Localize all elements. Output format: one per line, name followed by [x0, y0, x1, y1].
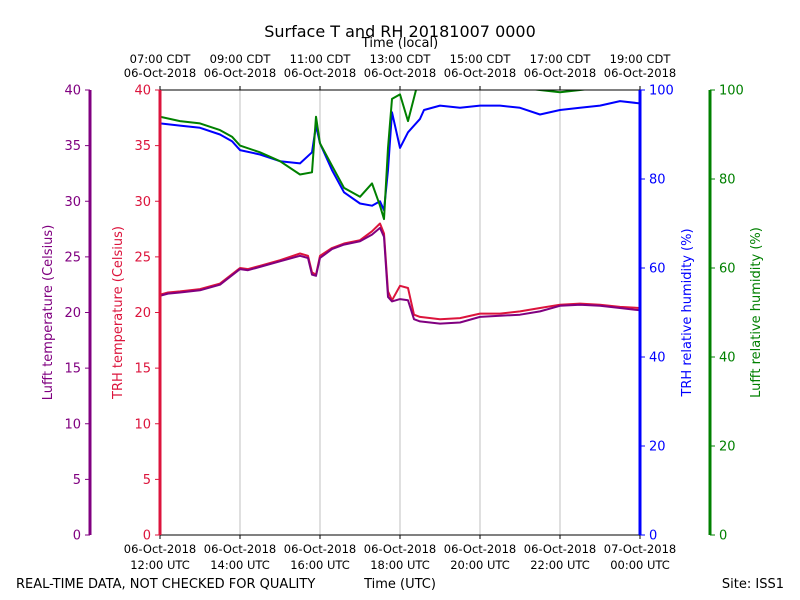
y-axis-trh-humidity-tick-label: 0: [649, 529, 657, 544]
x-tick-label-local-date: 06-Oct-2018: [364, 66, 436, 80]
y-axis-lufft-humidity-tick-label: 60: [719, 262, 736, 277]
x-tick-label-utc-time: 20:00 UTC: [450, 558, 510, 572]
y-axis-trh-humidity-tick-label: 80: [649, 173, 666, 188]
y-axis-lufft-humidity-label: Lufft relative humidity (%): [749, 227, 764, 398]
x-tick-label-utc-date: 06-Oct-2018: [284, 542, 356, 556]
y-axis-lufft-humidity-tick-label: 80: [719, 173, 736, 188]
y-axis-trh-humidity-tick-label: 40: [649, 351, 666, 366]
y-axis-lufft-humidity-tick-label: 0: [719, 529, 727, 544]
y-axis-trh-temperature-tick-label: 40: [134, 84, 151, 99]
x-tick-label-local-date: 06-Oct-2018: [604, 66, 676, 80]
x-tick-label-local-date: 06-Oct-2018: [284, 66, 356, 80]
y-axis-trh-humidity-tick-label: 100: [649, 84, 674, 99]
y-axis-trh-temperature-tick-label: 10: [134, 417, 151, 432]
y-axis-lufft-temperature-tick-label: 15: [64, 362, 81, 377]
y-axis-trh-humidity-label: TRH relative humidity (%): [680, 228, 695, 397]
chart-title: Surface T and RH 20181007 0000: [264, 22, 536, 41]
x-tick-label-utc-date: 06-Oct-2018: [444, 542, 516, 556]
y-axis-trh-temperature-label: TRH temperature (Celsius): [111, 226, 126, 400]
x-tick-label-local-time: 09:00 CDT: [210, 52, 272, 66]
x-tick-label-utc-time: 12:00 UTC: [130, 558, 190, 572]
y-axis-lufft-temperature-tick-label: 35: [64, 139, 81, 154]
y-axis-trh-temperature-tick-label: 30: [134, 195, 151, 210]
x-tick-label-utc-time: 22:00 UTC: [530, 558, 590, 572]
x-tick-label-utc-date: 06-Oct-2018: [364, 542, 436, 556]
footer-quality-note: REAL-TIME DATA, NOT CHECKED FOR QUALITY: [16, 577, 315, 592]
y-axis-lufft-temperature-tick-label: 25: [64, 250, 81, 265]
x-tick-label-local-time: 17:00 CDT: [530, 52, 592, 66]
y-axis-lufft-temperature-tick-label: 20: [64, 306, 81, 321]
series-line-lufft-temperature: [160, 226, 640, 325]
x-tick-label-local-date: 06-Oct-2018: [524, 66, 596, 80]
series-line-trh-temperature: [160, 222, 640, 321]
y-axis-trh-humidity-tick-label: 20: [649, 440, 666, 455]
y-axis-trh-temperature-tick-label: 20: [134, 306, 151, 321]
bottom-x-axis-label: Time (UTC): [363, 577, 436, 592]
x-tick-label-local-time: 07:00 CDT: [130, 52, 192, 66]
x-tick-label-utc-date: 07-Oct-2018: [604, 542, 676, 556]
x-tick-label-utc-time: 18:00 UTC: [370, 558, 430, 572]
series-layer: [160, 90, 640, 325]
grid-layer: [239, 90, 561, 535]
y-axis-lufft-temperature-tick-label: 10: [64, 417, 81, 432]
x-tick-label-local-date: 06-Oct-2018: [124, 66, 196, 80]
x-tick-label-utc-time: 14:00 UTC: [210, 558, 270, 572]
y-axis-trh-temperature-tick-label: 25: [134, 250, 151, 265]
x-tick-label-local-time: 11:00 CDT: [290, 52, 352, 66]
y-axis-lufft-temperature-tick-label: 0: [73, 529, 81, 544]
y-axis-trh-temperature-tick-label: 15: [134, 362, 151, 377]
y-axis-lufft-temperature-tick-label: 30: [64, 195, 81, 210]
top-x-axis-label: Time (local): [361, 36, 438, 51]
site-label: Site: ISS1: [722, 577, 784, 592]
x-tick-label-local-date: 06-Oct-2018: [444, 66, 516, 80]
x-tick-label-utc-time: 00:00 UTC: [610, 558, 670, 572]
y-axis-lufft-temperature-label: Lufft temperature (Celsius): [41, 225, 56, 401]
y-axis-lufft-humidity-tick-label: 20: [719, 440, 736, 455]
x-tick-label-utc-date: 06-Oct-2018: [524, 542, 596, 556]
x-tick-label-utc-date: 06-Oct-2018: [204, 542, 276, 556]
x-tick-label-local-time: 15:00 CDT: [450, 52, 512, 66]
y-axis-lufft-temperature-tick-label: 5: [73, 473, 81, 488]
x-tick-label-utc-time: 16:00 UTC: [290, 558, 350, 572]
y-axis-trh-temperature-tick-label: 0: [143, 529, 151, 544]
x-tick-label-local-time: 13:00 CDT: [370, 52, 432, 66]
y-axis-lufft-humidity-tick-label: 100: [719, 84, 744, 99]
y-axis-lufft-humidity-tick-label: 40: [719, 351, 736, 366]
y-axis-trh-temperature-tick-label: 5: [143, 473, 151, 488]
y-axis-trh-temperature-tick-label: 35: [134, 139, 151, 154]
series-line-lufft-relative-humidity: [160, 90, 590, 221]
x-tick-label-local-time: 19:00 CDT: [610, 52, 672, 66]
x-tick-label-local-date: 06-Oct-2018: [204, 66, 276, 80]
y-axis-lufft-temperature-tick-label: 40: [64, 84, 81, 99]
y-axis-trh-humidity-tick-label: 60: [649, 262, 666, 277]
x-tick-label-utc-date: 06-Oct-2018: [124, 542, 196, 556]
